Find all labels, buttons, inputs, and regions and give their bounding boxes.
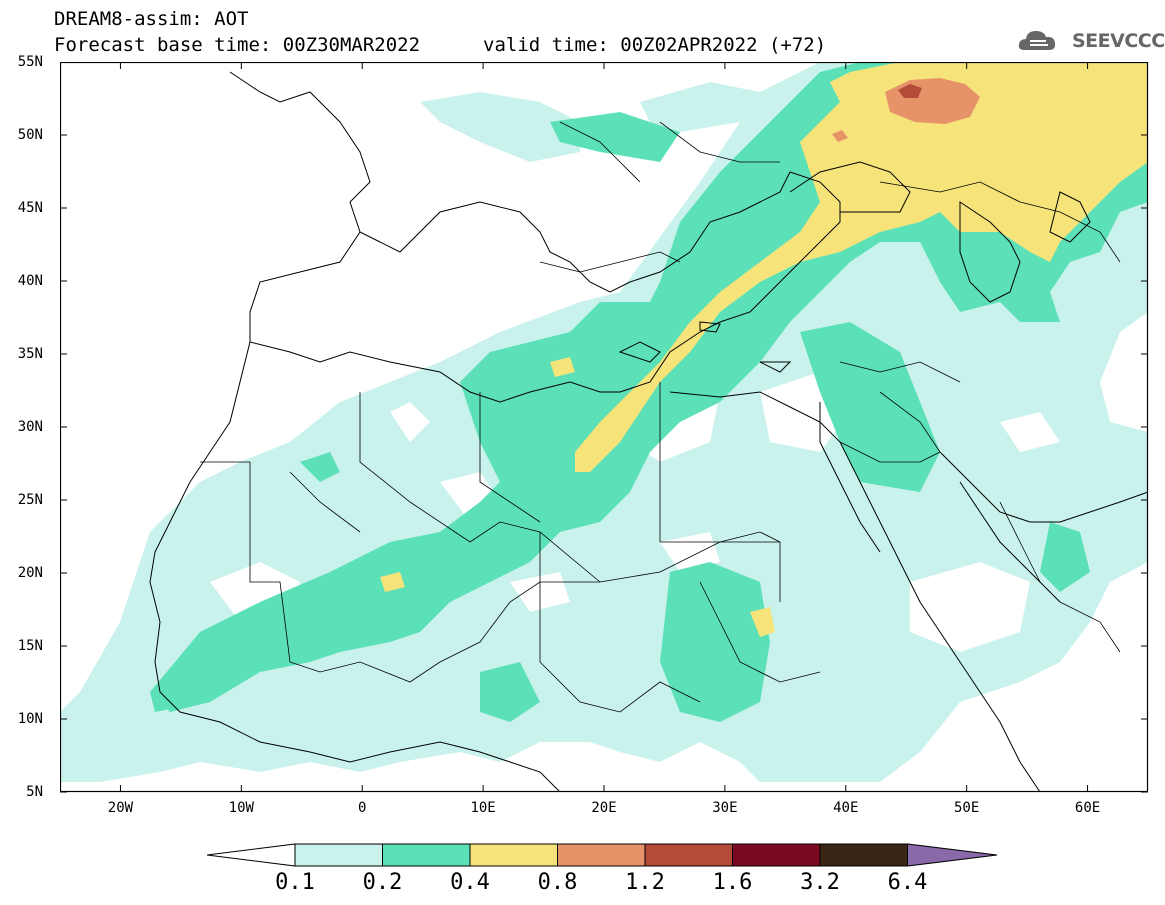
colorbar-label: 1.2 [625, 870, 665, 895]
lon-label: 10E [470, 800, 496, 816]
colorbar-label: 3.2 [800, 870, 840, 895]
colorbar-label: 0.1 [275, 870, 315, 895]
lon-label: 60E [1074, 800, 1101, 816]
lon-label: 0 [358, 800, 367, 816]
colorbar-segment [819, 843, 908, 867]
lon-label: 40E [833, 800, 859, 816]
colorbar-high-arrow [907, 843, 998, 867]
aot-band-1.2 [898, 84, 922, 98]
axis-ticks [60, 62, 1148, 793]
aot-band-0.4 [380, 62, 1148, 637]
lon-label: 50E [954, 800, 980, 816]
colorbar-segment [469, 843, 558, 867]
lat-label: 20N [17, 565, 43, 581]
colorbar-label: 0.8 [537, 870, 578, 895]
colorbar-segment [294, 843, 383, 867]
logo-text: SEEVCCC [1072, 30, 1165, 52]
colorbar-label: 0.4 [450, 870, 490, 895]
lat-label: 55N [17, 54, 43, 70]
colorbar-segment [557, 843, 646, 867]
coastlines [149, 71, 1148, 792]
country-borders [200, 121, 1121, 713]
lat-label: 25N [17, 492, 43, 508]
lat-label: 45N [17, 200, 43, 216]
valid-time: valid time: 00Z02APR2022 (+72) [483, 34, 827, 56]
cloud-icon [1018, 31, 1056, 50]
lon-label: 30E [712, 800, 738, 816]
lat-label: 50N [17, 127, 43, 143]
colorbar-segment [644, 843, 733, 867]
lat-label: 5N [26, 784, 43, 800]
colorbar-segment [732, 843, 821, 867]
colorbar-low-arrow [206, 843, 296, 867]
lat-label: 10N [17, 711, 43, 727]
lon-label: 10W [228, 800, 254, 816]
aot-map [60, 62, 1149, 793]
lon-label: 20W [107, 800, 134, 816]
colorbar-label: 6.4 [887, 870, 928, 895]
colorbar-label: 1.6 [712, 870, 753, 895]
lon-label: 20E [591, 800, 617, 816]
forecast-base-time: Forecast base time: 00Z30MAR2022 [54, 34, 421, 56]
colorbar-segment [382, 843, 471, 867]
lat-label: 40N [17, 273, 43, 289]
lat-label: 15N [17, 638, 43, 654]
product-title: DREAM8-assim: AOT [54, 8, 249, 30]
lat-label: 35N [17, 346, 43, 362]
colorbar-label: 0.2 [362, 870, 403, 895]
lat-label: 30N [17, 419, 43, 435]
